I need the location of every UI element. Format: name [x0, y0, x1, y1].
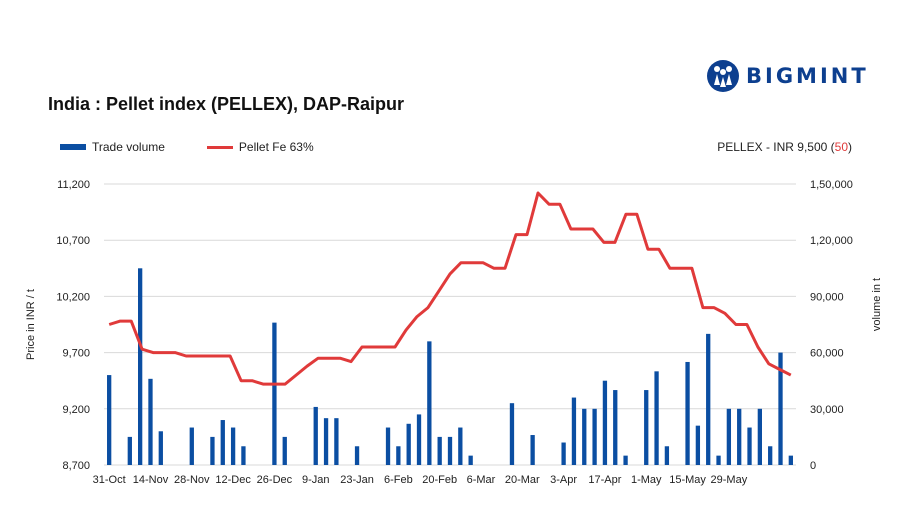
pellet-price-line [108, 191, 792, 386]
bigmint-people-icon [707, 60, 739, 92]
y2-tick-label: 90,000 [810, 291, 844, 303]
volume-bar [768, 446, 773, 465]
volume-bar [396, 446, 401, 465]
volume-bar [778, 352, 783, 465]
volume-bar [613, 390, 618, 465]
brand-name: BIGMINT [746, 64, 869, 88]
volume-bar [623, 455, 628, 465]
x-tick-label: 15-May [669, 474, 706, 486]
volume-bar [530, 435, 535, 465]
legend-item-trade-volume: Trade volume [60, 140, 165, 154]
pellex-change: 50 [834, 140, 848, 154]
volume-bar [509, 403, 515, 465]
pellex-readout: PELLEX - INR 9,500 (50) [717, 140, 852, 154]
volume-bar [354, 446, 360, 465]
y-axis-label: Price in INR / t [25, 289, 37, 360]
x-tick-label: 28-Nov [174, 474, 210, 486]
x-tick-label: 20-Mar [505, 474, 540, 486]
volume-bar [737, 408, 742, 465]
volume-bar [458, 427, 463, 465]
volume-bar [447, 436, 453, 465]
volume-bar [220, 420, 225, 465]
y2-tick-label: 60,000 [810, 348, 844, 360]
volume-bar [107, 375, 112, 465]
x-tick-label: 3-Apr [550, 474, 577, 486]
volume-bar [210, 436, 215, 465]
volume-bar [757, 408, 763, 465]
volume-bar [158, 431, 163, 465]
x-tick-label: 29-May [711, 474, 748, 486]
y-tick-label: 9,200 [62, 404, 90, 416]
volume-bar [726, 408, 732, 465]
legend-label-trade-volume: Trade volume [92, 140, 165, 154]
pellex-text: PELLEX - INR 9,500 ( [717, 140, 835, 154]
y-tick-label: 9,700 [62, 348, 90, 360]
volume-bar [334, 418, 339, 465]
volume-bar [427, 341, 432, 465]
pellex-close: ) [848, 140, 852, 154]
volume-bar [747, 427, 752, 465]
y-tick-label: 10,200 [56, 291, 90, 303]
x-tick-label: 31-Oct [93, 474, 126, 486]
y2-tick-label: 30,000 [810, 404, 844, 416]
volume-bar [788, 455, 793, 465]
volume-bar [189, 427, 194, 465]
y2-axis-label: volume in t [871, 278, 883, 331]
legend-label-pellet: Pellet Fe 63% [238, 140, 314, 154]
volume-bar [127, 436, 132, 465]
legend-swatch-bar [60, 144, 86, 150]
volume-bar [282, 436, 287, 465]
volume-bar [644, 390, 649, 465]
x-tick-label: 23-Jan [340, 474, 374, 486]
chart-legend: Trade volume Pellet Fe 63% [60, 140, 356, 154]
chart-title: India : Pellet index (PELLEX), DAP-Raipu… [48, 94, 405, 114]
x-tick-label: 1-May [631, 474, 662, 486]
volume-bar [571, 397, 577, 465]
x-tick-label: 12-Dec [215, 474, 251, 486]
y-tick-label: 10,700 [56, 235, 90, 247]
legend-swatch-line [206, 145, 233, 149]
x-tick-label: 6-Feb [384, 474, 413, 486]
volume-bar [716, 455, 721, 465]
y2-tick-label: 1,20,000 [810, 235, 853, 247]
volume-bar [230, 427, 236, 465]
brand-logo: BIGMINT [706, 56, 869, 96]
y2-tick-label: 0 [810, 460, 816, 472]
volume-bar [664, 446, 670, 465]
volume-bar [148, 378, 153, 465]
x-tick-label: 6-Mar [467, 474, 496, 486]
volume-bar [602, 380, 608, 465]
volume-bar [416, 414, 422, 465]
volume-bar [385, 427, 391, 465]
volume-bar [272, 322, 277, 465]
y-tick-label: 11,200 [57, 179, 90, 191]
x-tick-label: 9-Jan [302, 474, 330, 486]
x-tick-label: 14-Nov [133, 474, 169, 486]
volume-bar [241, 446, 246, 465]
volume-bar [468, 455, 473, 465]
volume-bar [137, 268, 143, 465]
volume-bar [706, 333, 711, 465]
volume-bar [323, 418, 329, 465]
x-tick-label: 17-Apr [588, 474, 621, 486]
volume-bar [685, 361, 690, 465]
y-tick-label: 8,700 [62, 460, 90, 472]
volume-bar [313, 406, 318, 465]
legend-item-pellet: Pellet Fe 63% [206, 140, 314, 154]
volume-bar [437, 436, 442, 465]
volume-bar [406, 423, 411, 465]
volume-bar [582, 408, 587, 465]
volume-bar [695, 425, 701, 465]
volume-bar [561, 442, 566, 465]
volume-bar [592, 408, 597, 465]
x-tick-label: 20-Feb [422, 474, 457, 486]
y2-tick-label: 1,50,000 [810, 179, 853, 191]
x-tick-label: 26-Dec [257, 474, 293, 486]
volume-bar [654, 371, 659, 465]
